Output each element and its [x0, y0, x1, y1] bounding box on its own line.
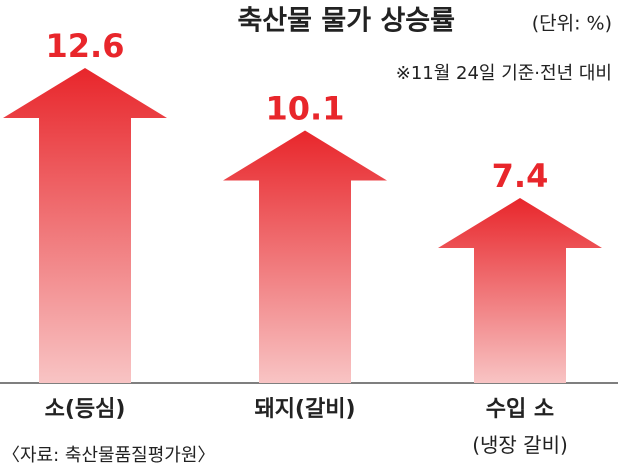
category-label: 수입 소 (냉장 갈비) — [472, 397, 568, 457]
chart-title: 축산물 물가 상승률 — [237, 6, 455, 37]
source: 〈자료: 축산물품질평가원〉 — [2, 445, 215, 466]
unit-label: (단위: %) — [532, 13, 612, 35]
category-label: 소(등심) — [45, 397, 126, 422]
subtitle: ※11월 24일 기준·전년 대비 — [396, 63, 612, 84]
arrow-bar — [438, 198, 602, 383]
category-label: 돼지(갈비) — [254, 397, 355, 422]
value-label: 12.6 — [46, 27, 125, 65]
value-label: 7.4 — [492, 157, 549, 195]
value-label: 10.1 — [266, 90, 345, 128]
arrow-bar — [3, 68, 167, 383]
arrow-bar — [223, 130, 387, 383]
